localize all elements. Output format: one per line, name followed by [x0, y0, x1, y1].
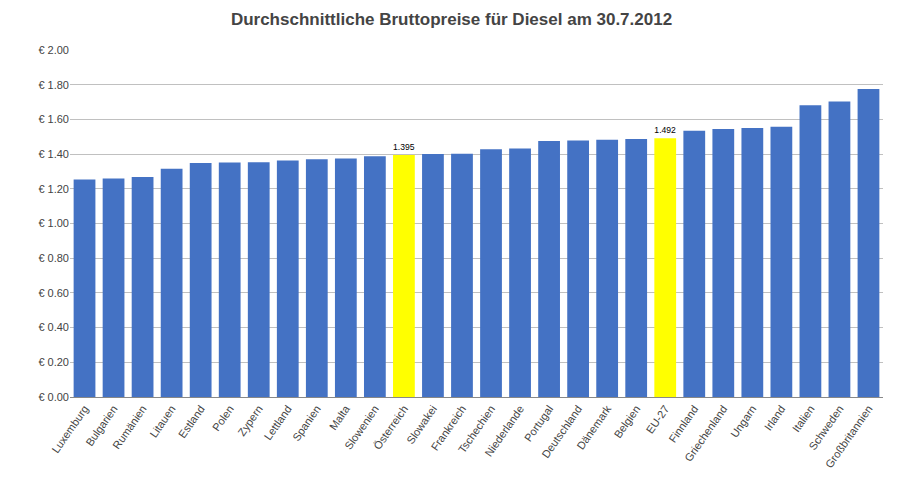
svg-text:€ 0.60: € 0.60 — [38, 287, 69, 299]
svg-text:€ 1.00: € 1.00 — [38, 217, 69, 229]
svg-text:Portugal: Portugal — [522, 403, 555, 443]
svg-text:Italien: Italien — [790, 403, 817, 434]
svg-text:1.395: 1.395 — [393, 142, 415, 152]
svg-text:Slowenien: Slowenien — [342, 403, 381, 451]
svg-text:Niederlande: Niederlande — [482, 403, 526, 458]
svg-text:Bulgarien: Bulgarien — [83, 403, 119, 448]
svg-text:Ungarn: Ungarn — [728, 403, 759, 439]
svg-text:Großbritannien: Großbritannien — [823, 403, 875, 470]
svg-text:Zypern: Zypern — [235, 403, 264, 438]
svg-text:Griechenland: Griechenland — [682, 403, 729, 463]
svg-text:€ 0.40: € 0.40 — [38, 321, 69, 333]
svg-text:Dänemark: Dänemark — [574, 403, 613, 452]
svg-text:Belgien: Belgien — [611, 403, 642, 440]
svg-text:Deutschland: Deutschland — [539, 403, 584, 460]
svg-text:Irland: Irland — [762, 403, 788, 432]
svg-text:1.492: 1.492 — [654, 125, 676, 135]
svg-text:Finnland: Finnland — [666, 403, 700, 444]
svg-text:Rumänien: Rumänien — [110, 403, 149, 451]
svg-text:€ 2.00: € 2.00 — [38, 44, 69, 56]
svg-text:Frankreich: Frankreich — [428, 403, 468, 452]
svg-text:Spanien: Spanien — [290, 403, 323, 443]
svg-text:€ 1.20: € 1.20 — [38, 183, 69, 195]
svg-text:Slowakei: Slowakei — [404, 403, 439, 446]
svg-text:EU-27: EU-27 — [644, 403, 672, 435]
svg-text:€ 0.80: € 0.80 — [38, 252, 69, 264]
svg-text:Tschechien: Tschechien — [456, 403, 497, 455]
svg-text:Malta: Malta — [327, 402, 353, 432]
svg-text:€ 1.40: € 1.40 — [38, 148, 69, 160]
svg-text:Schweden: Schweden — [806, 403, 845, 452]
svg-text:€ 0.00: € 0.00 — [38, 391, 69, 403]
svg-text:Durchschnittliche Bruttopreise: Durchschnittliche Bruttopreise für Diese… — [231, 10, 672, 29]
svg-text:€ 1.80: € 1.80 — [38, 79, 69, 91]
svg-text:Lettland: Lettland — [262, 403, 294, 442]
svg-text:€ 0.20: € 0.20 — [38, 356, 69, 368]
svg-text:Estland: Estland — [176, 403, 207, 440]
svg-text:Luxemburg: Luxemburg — [49, 403, 90, 455]
svg-text:Litauen: Litauen — [147, 403, 178, 439]
svg-text:Österreich: Österreich — [371, 403, 410, 451]
svg-text:€ 1.60: € 1.60 — [38, 113, 69, 125]
svg-text:Polen: Polen — [210, 403, 236, 433]
